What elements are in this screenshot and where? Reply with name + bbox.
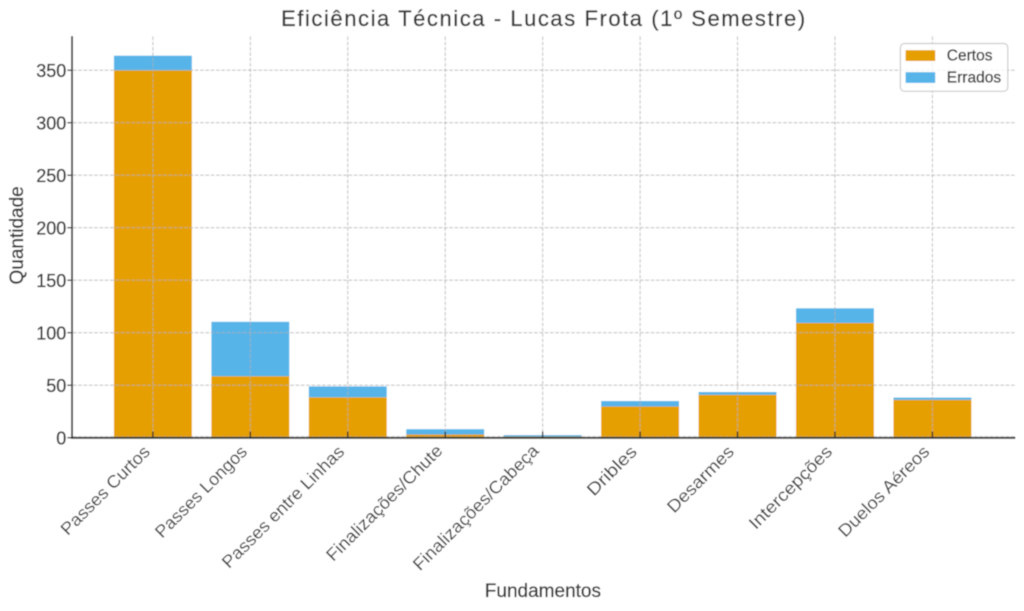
svg-text:50: 50 [46,376,66,396]
svg-text:Eficiência Técnica - Lucas Fro: Eficiência Técnica - Lucas Frota (1º Sem… [281,6,807,31]
svg-text:Errados: Errados [947,70,1002,87]
svg-text:300: 300 [36,113,66,133]
svg-text:Certos: Certos [947,48,993,65]
svg-text:350: 350 [36,61,66,81]
svg-text:0: 0 [56,428,66,448]
svg-text:Fundamentos: Fundamentos [485,581,601,602]
svg-text:100: 100 [36,323,66,343]
svg-text:200: 200 [36,218,66,238]
svg-text:150: 150 [36,271,66,291]
svg-text:250: 250 [36,166,66,186]
svg-text:Quantidade: Quantidade [7,186,28,284]
